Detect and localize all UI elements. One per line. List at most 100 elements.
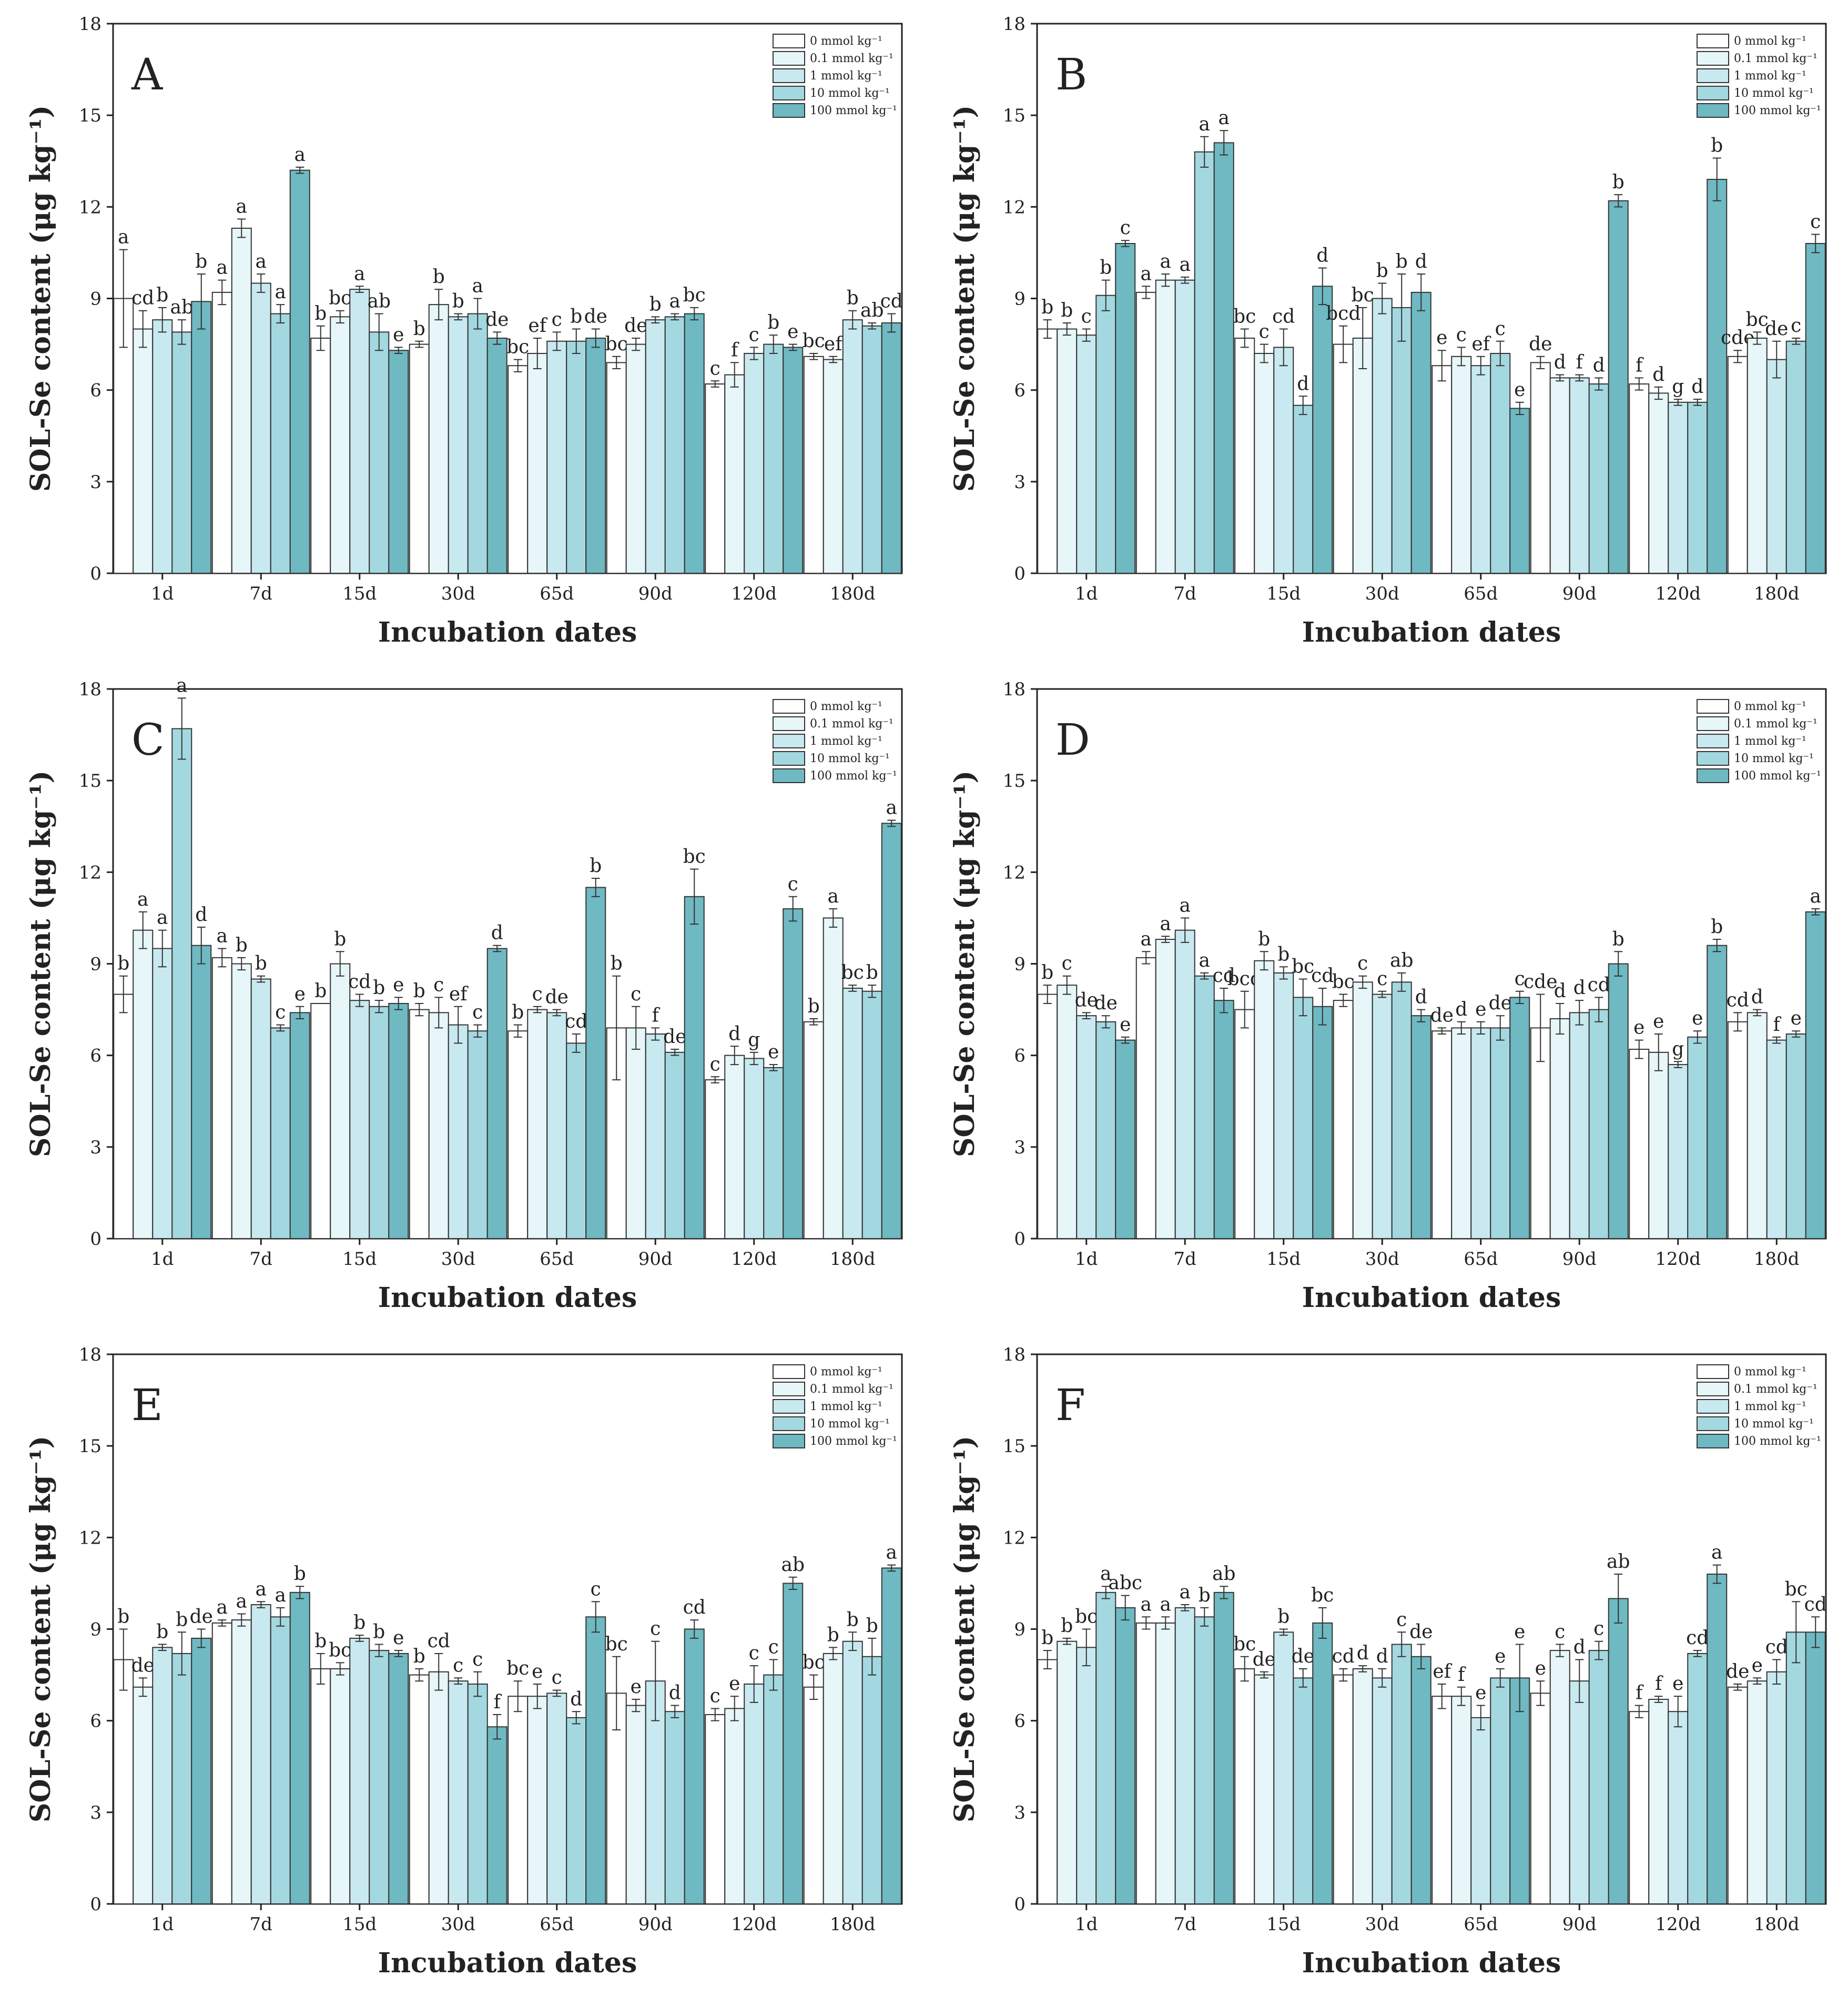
y-tick-label: 12 <box>79 1527 101 1548</box>
significance-letter: c <box>433 974 444 996</box>
significance-letter: b <box>353 1612 365 1634</box>
significance-letter: c <box>1081 306 1092 328</box>
significance-letter: e <box>1120 1014 1131 1036</box>
x-tick-label: 15d <box>1266 1914 1301 1935</box>
significance-letter: b <box>866 1615 878 1637</box>
significance-letter: ab <box>1607 1551 1630 1573</box>
legend-swatch <box>773 768 805 783</box>
x-tick-label: 15d <box>342 583 377 604</box>
bar <box>1451 1027 1472 1240</box>
significance-letter: c <box>1810 211 1821 233</box>
legend-label: 0.1 mmol kg⁻¹ <box>1734 1383 1817 1396</box>
significance-letter: e <box>1752 1655 1763 1676</box>
significance-letter: d <box>1554 980 1566 1002</box>
panel-letter: B <box>1055 50 1087 100</box>
bar <box>1273 347 1294 574</box>
bar <box>1410 291 1431 574</box>
bar <box>1273 972 1294 1240</box>
significance-letter: d <box>1316 245 1328 266</box>
significance-letter: bc <box>803 330 825 352</box>
bar <box>191 945 212 1239</box>
legend-swatch <box>773 103 805 118</box>
x-tick-label: 30d <box>441 1249 475 1270</box>
significance-letter: a <box>217 925 228 947</box>
bar <box>448 316 469 574</box>
bar <box>1805 1631 1826 1904</box>
significance-letter: bc <box>1292 956 1314 978</box>
y-tick-label: 6 <box>90 380 101 401</box>
y-tick-label: 9 <box>90 289 101 310</box>
significance-letter: e <box>1653 1011 1664 1032</box>
bar <box>289 169 310 574</box>
bar <box>1431 365 1453 574</box>
significance-letter: a <box>828 886 839 907</box>
bar <box>546 1692 567 1905</box>
bar <box>881 322 902 574</box>
bar <box>486 337 507 574</box>
significance-letter: d <box>1691 376 1703 398</box>
y-tick-label: 3 <box>90 1802 101 1823</box>
bar <box>1254 1674 1275 1904</box>
bar <box>486 1726 507 1904</box>
bar <box>1785 1631 1806 1904</box>
bar <box>1312 1622 1333 1904</box>
bar <box>330 1668 351 1904</box>
y-tick-label: 18 <box>1003 679 1025 700</box>
significance-letter: c <box>1593 1618 1604 1640</box>
bar <box>1747 1680 1768 1904</box>
significance-letter: e <box>729 1673 740 1695</box>
bar <box>1273 1631 1294 1904</box>
significance-letter: c <box>472 1649 483 1670</box>
bar <box>705 1714 726 1904</box>
significance-letter: c <box>749 324 759 346</box>
bar <box>1115 243 1136 574</box>
significance-letter: de <box>1253 1649 1276 1670</box>
x-tick-label: 120d <box>731 583 777 604</box>
significance-letter: d <box>1573 1637 1586 1658</box>
legend-label: 100 mmol kg⁻¹ <box>810 104 897 117</box>
bar <box>1805 243 1826 574</box>
bar <box>369 331 390 574</box>
legend-swatch <box>773 734 805 748</box>
legend-swatch <box>1697 1434 1729 1448</box>
significance-letter: b <box>808 996 820 1017</box>
y-tick-label: 12 <box>1003 1527 1025 1548</box>
significance-letter: f <box>494 1691 502 1713</box>
bar <box>744 1684 765 1904</box>
x-tick-label: 7d <box>250 1249 272 1270</box>
bar <box>428 1671 449 1904</box>
y-tick-label: 15 <box>1003 771 1025 792</box>
significance-letter: b <box>767 312 779 333</box>
bar <box>467 1684 488 1904</box>
y-tick-label: 18 <box>79 679 101 700</box>
bar <box>664 1711 685 1904</box>
bar <box>270 1616 291 1904</box>
y-tick-label: 12 <box>1003 197 1025 218</box>
bar <box>1410 1015 1431 1239</box>
y-tick-label: 0 <box>1014 563 1025 584</box>
bar <box>1352 1668 1373 1904</box>
bar <box>861 990 882 1239</box>
significance-letter: cd <box>428 1630 450 1652</box>
x-tick-label: 1d <box>1075 1249 1098 1270</box>
legend-label: 1 mmol kg⁻¹ <box>810 69 882 83</box>
bar <box>625 1027 646 1240</box>
bar <box>250 1604 271 1904</box>
significance-letter: e <box>1495 1646 1506 1667</box>
significance-letter: d <box>570 1688 582 1710</box>
significance-letter: de <box>545 987 568 1008</box>
bar <box>369 1006 390 1239</box>
x-axis-title: Incubation dates <box>378 1282 637 1314</box>
bar <box>330 316 351 574</box>
bar <box>763 1067 784 1240</box>
significance-letter: cd <box>1272 306 1295 328</box>
y-tick-label: 0 <box>90 563 101 584</box>
bar <box>1549 1018 1570 1239</box>
significance-letter: de <box>1292 1646 1315 1667</box>
significance-letter: cd <box>1332 1646 1355 1667</box>
x-tick-label: 180d <box>1754 1249 1800 1270</box>
bar <box>349 1000 370 1240</box>
bar <box>1057 985 1078 1240</box>
significance-letter: f <box>1773 1014 1782 1036</box>
